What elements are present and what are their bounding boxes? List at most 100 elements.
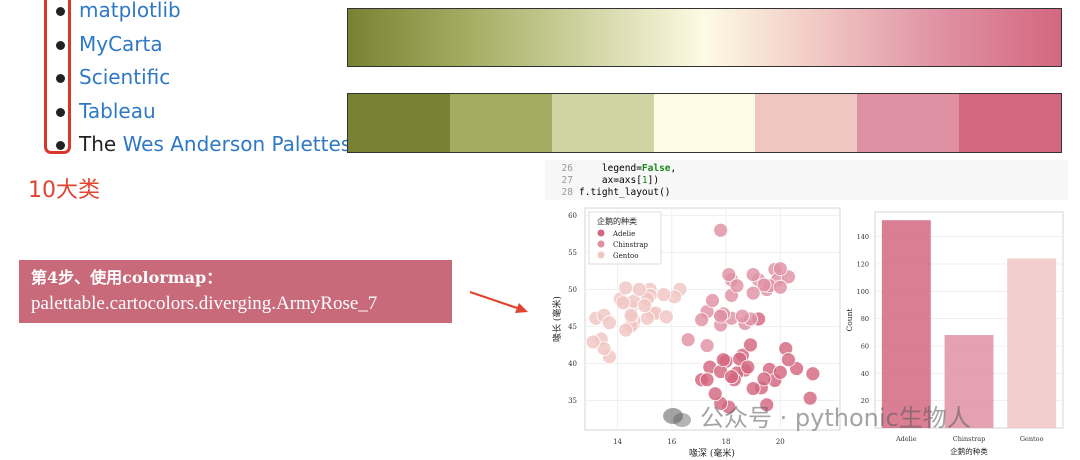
scatter-y-tick-label: 45 [568, 323, 577, 331]
scatter-point-adelie [724, 369, 739, 385]
colormap-swatch-5 [755, 94, 858, 152]
scatter-point-adelie [802, 390, 818, 406]
scatter-y-label: 喙长 (毫米) [551, 296, 563, 342]
bar-y-label: Count [845, 309, 854, 332]
legend-marker-adelie [597, 229, 605, 237]
bar-adelie [881, 220, 931, 428]
scatter-point-chinstrap [694, 312, 710, 328]
colormap-swatch-3 [551, 94, 654, 152]
line-number: 26 [561, 163, 573, 174]
bullet-icon [56, 40, 65, 50]
list-item-link[interactable]: Scientific [79, 65, 171, 89]
scatter-point-gentoo [618, 322, 634, 338]
scatter-point-chinstrap [721, 267, 737, 282]
scatter-point-chinstrap [729, 278, 745, 294]
list-item-prefix: The [79, 132, 123, 156]
scatter-y-tick-label: 55 [568, 249, 577, 257]
code-snippet: 26 legend=False, 27 ax=axs[1]) 28 f.tight… [545, 160, 1068, 200]
code-keyword: False [641, 163, 671, 174]
code-text: f.tight_layout() [579, 187, 671, 198]
scatter-point-gentoo [618, 280, 634, 296]
scatter-point-adelie [745, 381, 761, 396]
scatter-point-chinstrap [705, 293, 720, 308]
scatter-point-gentoo [596, 341, 612, 357]
scatter-point-chinstrap [745, 267, 761, 282]
code-text: ax=axs[ [579, 175, 642, 186]
scatter-point-chinstrap [699, 338, 715, 354]
wechat-icon [662, 407, 692, 429]
colormap-discrete-bar [347, 93, 1062, 153]
scatter-point-adelie [772, 364, 788, 380]
bullet-icon [56, 107, 65, 117]
scatter-x-tick-label: 16 [667, 438, 676, 446]
scatter-point-chinstrap [713, 222, 729, 238]
code-text: ]) [647, 175, 660, 186]
watermark-text: 公众号 · pythonic生物人 [700, 404, 971, 432]
colormap-swatch-1 [348, 94, 450, 152]
scatter-x-tick-label: 14 [613, 438, 622, 446]
scatter-point-chinstrap [745, 285, 761, 301]
scatter-x-tick-label: 18 [722, 438, 731, 446]
code-line: 26 legend=False, [545, 163, 1068, 175]
scatter-point-gentoo [658, 309, 674, 325]
scatter-point-gentoo [615, 295, 631, 311]
list-item-link[interactable]: Wes Anderson Palettes [122, 132, 352, 156]
bar-x-tick-label: Chinstrap [953, 435, 986, 443]
bar-x-tick-label: Adelie [895, 435, 917, 443]
bullet-icon [56, 141, 65, 150]
code-line: 28 f.tight_layout() [545, 187, 1068, 199]
scatter-y-tick-label: 35 [568, 397, 577, 405]
code-text: , [670, 163, 677, 174]
list-item-link[interactable]: Tableau [79, 98, 156, 123]
scatter-point-chinstrap [772, 279, 788, 295]
penguin-charts: 14 16 18 20 35 40 45 50 55 60 喙深 (毫米) 喙长 (毫米) 企鹅的… [545, 200, 1068, 460]
scatter-legend: 企鹅的种类 Adelie Chinstrap Gentoo [588, 211, 662, 265]
step-body: palettable.cartocolors.diverging.ArmyRos… [31, 293, 378, 314]
scatter-point-gentoo [631, 282, 647, 297]
list-item-link[interactable]: MyCarta [79, 31, 163, 56]
bar-x-tick-label: Gentoo [1020, 435, 1044, 443]
scatter-point-gentoo [623, 307, 639, 323]
list-item-link[interactable]: matplotlib [79, 0, 181, 22]
code-number: 1 [641, 175, 648, 186]
step-callout: 第4步、使用colormap： palettable.cartocolors.d… [19, 260, 452, 323]
scatter-point-gentoo [585, 334, 601, 350]
category-count-note: 10大类 [28, 178, 100, 203]
legend-label-chinstrap: Chinstrap [613, 241, 649, 249]
bar-plot: 20 40 60 80 100 120 140 Adelie Chinstrap Gentoo 企… [845, 211, 1064, 456]
bar-y-tick-label: 60 [861, 342, 869, 350]
colormap-swatch-4 [653, 94, 756, 152]
scatter-point-gentoo [602, 315, 617, 331]
scatter-point-chinstrap [734, 308, 750, 324]
step-title: 第4步、使用colormap： [31, 268, 223, 287]
scatter-point-adelie [756, 371, 772, 387]
colormap-swatch-6 [857, 94, 960, 152]
bar-chinstrap [944, 335, 994, 428]
scatter-y-tick-label: 40 [568, 360, 577, 368]
scatter-y-tick-label: 50 [568, 286, 577, 294]
scatter-plot: 14 16 18 20 35 40 45 50 55 60 喙深 (毫米) 喙长 (毫米) 企鹅的… [551, 207, 841, 459]
colormap-gradient-bar [347, 8, 1062, 67]
bar-y-tick-label: 120 [857, 260, 869, 268]
colormap-swatch-7 [959, 94, 1062, 152]
bar-y-tick-label: 40 [861, 370, 869, 378]
scatter-point-chinstrap [680, 332, 696, 348]
arrow-icon [469, 290, 528, 313]
scatter-point-adelie [707, 386, 723, 402]
scatter-point-chinstrap [772, 261, 788, 277]
bar-gentoo [1007, 258, 1057, 428]
scatter-x-tick-label: 20 [776, 438, 785, 446]
scatter-point-adelie [740, 359, 756, 375]
bar-y-tick-label: 80 [861, 315, 869, 323]
scatter-point-adelie [715, 352, 731, 368]
scatter-x-label: 喙深 (毫米) [689, 447, 735, 459]
bar-y-tick-label: 100 [857, 288, 869, 296]
scatter-point-chinstrap [713, 308, 729, 324]
line-number: 28 [561, 187, 573, 198]
bar-y-tick-label: 20 [861, 397, 869, 405]
red-bracket [44, 0, 71, 154]
scatter-point-adelie [699, 372, 715, 388]
scatter-point-gentoo [639, 310, 655, 326]
scatter-point-adelie [805, 366, 821, 382]
scatter-point-adelie [781, 352, 796, 368]
